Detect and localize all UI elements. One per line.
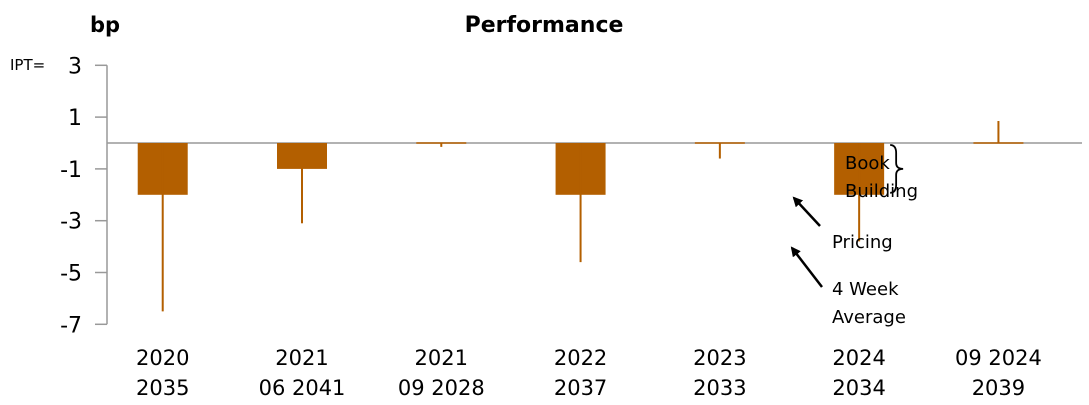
y-tick-label: 3 (68, 54, 82, 79)
x-tick-label: 2034 (832, 376, 885, 400)
book-building-label: Building (845, 181, 918, 202)
pricing-arrow (792, 196, 821, 227)
y-axis-label: bp (90, 13, 120, 37)
y-tick-label: -7 (60, 313, 82, 338)
annotations: Book Building Pricing 4 Week Average (790, 144, 918, 328)
x-tick-label: 2039 (972, 376, 1025, 400)
pricing-label: Pricing (832, 232, 893, 253)
x-tick-label: 2021 (415, 346, 468, 370)
four-week-average-arrow (790, 246, 823, 288)
y-tick-label: -5 (60, 262, 82, 287)
x-tick-label: 2033 (693, 376, 746, 400)
four-week-average-label: 4 Week (832, 279, 899, 300)
x-tick-label: 09 2024 (955, 346, 1042, 370)
y-tick-label: -1 (60, 158, 82, 183)
y-tick-label: -3 (60, 210, 82, 235)
bars (137, 120, 1024, 312)
x-tick-label: 2023 (693, 346, 746, 370)
x-tick-label: 2021 (275, 346, 328, 370)
ipt-label: IPT= (10, 56, 45, 74)
y-tick-label: 1 (68, 106, 82, 131)
x-tick-label: 09 2028 (398, 376, 485, 400)
axes: 3 1 -1 -3 -5 -7 2020 2035 2021 06 2041 2021 09 2028… (60, 54, 1082, 400)
four-week-average-label: Average (832, 307, 906, 328)
x-tick-label: 2035 (136, 376, 189, 400)
x-tick-label: 06 2041 (259, 376, 346, 400)
x-tick-label: 2022 (554, 346, 607, 370)
x-tick-label: 2020 (136, 346, 189, 370)
book-building-label: Book (845, 153, 890, 174)
chart-title: Performance (465, 13, 624, 38)
x-tick-label: 2037 (554, 376, 607, 400)
x-tick-label: 2024 (832, 346, 885, 370)
